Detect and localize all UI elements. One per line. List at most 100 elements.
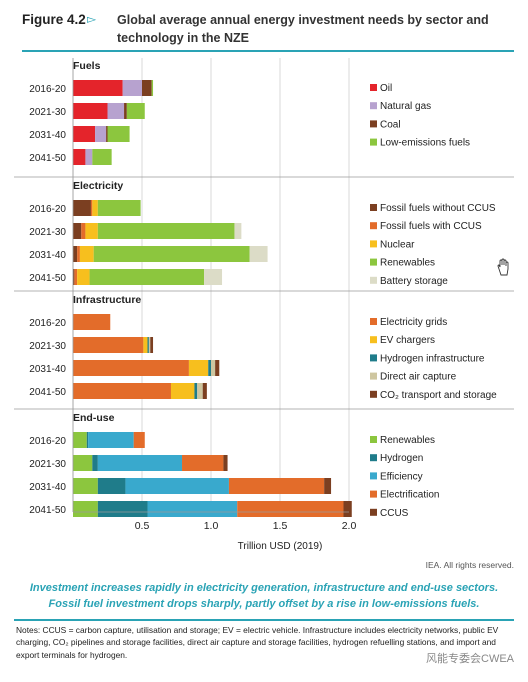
category-label: 2021-30 xyxy=(29,227,66,238)
stacked-bar-chart: Fuels 2016-20 2021-30 2031-40 2041-50 Oil Natu… xyxy=(14,58,514,552)
bar-segment xyxy=(73,360,189,376)
bar-segment xyxy=(77,269,90,285)
category-label: 2031-40 xyxy=(29,130,66,141)
bar-segment xyxy=(194,383,198,399)
x-axis-label: Trillion USD (2019) xyxy=(238,541,323,552)
bar-segment xyxy=(150,337,154,353)
legend-swatch xyxy=(370,84,377,91)
bar-segment xyxy=(85,223,98,239)
legend-swatch xyxy=(370,472,377,480)
legend-swatch xyxy=(370,354,377,362)
bar-segment xyxy=(90,200,93,216)
bar-segment xyxy=(107,126,130,142)
bar-segment xyxy=(106,126,108,142)
bar-segment xyxy=(228,478,325,494)
legend-entry: CO₂ transport and storage xyxy=(380,390,497,401)
legend-swatch xyxy=(370,454,377,462)
category-label: 2021-30 xyxy=(29,107,66,118)
panel-title: End-use xyxy=(73,412,115,424)
legend-swatch xyxy=(370,372,377,380)
bar-segment xyxy=(237,501,344,517)
category-label: 2041-50 xyxy=(29,153,66,164)
bar-segment xyxy=(73,80,123,96)
hand-cursor-icon xyxy=(496,258,512,276)
bar-segment xyxy=(97,478,126,494)
bar-segment xyxy=(97,223,235,239)
category-label: 2031-40 xyxy=(29,250,66,261)
category-label: 2041-50 xyxy=(29,387,66,398)
bar-segment xyxy=(343,501,352,517)
bar-segment xyxy=(97,501,148,517)
legend-entry: Coal xyxy=(380,119,401,130)
figure-title: Global average annual energy investment … xyxy=(117,13,489,45)
watermark: 风能专委会CWEA xyxy=(426,653,514,665)
legend-entry: Natural gas xyxy=(380,101,431,112)
legend-swatch xyxy=(370,318,377,325)
category-label: 2041-50 xyxy=(29,273,66,284)
bar-segment xyxy=(92,149,112,165)
bar-segment xyxy=(208,360,211,376)
bar-segment xyxy=(324,478,332,494)
bar-segment xyxy=(89,269,205,285)
bar-segment xyxy=(170,383,195,399)
bar-segment xyxy=(73,269,75,285)
legend-swatch xyxy=(370,222,377,230)
legend-swatch xyxy=(370,336,377,344)
bar-segment xyxy=(73,149,86,165)
bar-segment xyxy=(215,360,220,376)
legend-entry: EV chargers xyxy=(380,335,435,346)
x-tick-label: 2.0 xyxy=(342,520,357,532)
bar-segment xyxy=(147,337,149,353)
bar-segment xyxy=(73,455,93,471)
notes-divider xyxy=(14,619,514,621)
bar-segment xyxy=(73,337,144,353)
legend-swatch xyxy=(370,276,377,284)
bar-segment xyxy=(126,103,145,119)
category-label: 2021-30 xyxy=(29,459,66,470)
bar-segment xyxy=(73,383,171,399)
bar-segment xyxy=(73,314,111,330)
bar-segment xyxy=(93,246,250,262)
header-divider xyxy=(22,50,514,52)
bar-segment xyxy=(88,432,134,448)
legend-swatch xyxy=(370,508,377,516)
legend-entry: Oil xyxy=(380,83,392,94)
bar-segment xyxy=(81,223,86,239)
subtitle-line-1: Investment increases rapidly in electric… xyxy=(29,582,499,594)
bar-segment xyxy=(97,200,141,216)
legend-entry: Electrification xyxy=(380,490,439,501)
legend-entry: Fossil fuels without CCUS xyxy=(380,203,496,214)
bar-segment xyxy=(122,80,142,96)
legend-swatch xyxy=(370,436,377,443)
bar-segment xyxy=(204,269,223,285)
bar-segment xyxy=(74,269,78,285)
legend-entry: Hydrogen infrastructure xyxy=(380,353,485,364)
legend-swatch xyxy=(370,138,377,146)
bar-segment xyxy=(202,383,207,399)
bar-segment xyxy=(73,246,78,262)
legend-swatch xyxy=(370,120,377,128)
bar-segment xyxy=(142,80,152,96)
category-label: 2021-30 xyxy=(29,341,66,352)
legend-entry: Renewables xyxy=(380,258,435,269)
legend-swatch xyxy=(370,204,377,211)
x-tick-label: 0.5 xyxy=(135,520,150,532)
legend-entry: Low-emissions fuels xyxy=(380,138,470,149)
legend-entry: Electricity grids xyxy=(380,317,447,328)
category-label: 2016-20 xyxy=(29,84,66,95)
panel-title: Infrastructure xyxy=(73,294,141,306)
bar-segment xyxy=(133,432,145,448)
bar-segment xyxy=(73,478,98,494)
bar-segment xyxy=(95,126,107,142)
bar-segment xyxy=(147,501,238,517)
bar-segment xyxy=(223,455,228,471)
legend-entry: Battery storage xyxy=(380,276,448,287)
bar-segment xyxy=(73,103,108,119)
bar-segment xyxy=(97,455,183,471)
category-label: 2031-40 xyxy=(29,482,66,493)
legend-swatch xyxy=(370,390,377,398)
legend-entry: Fossil fuels with CCUS xyxy=(380,221,482,232)
bar-segment xyxy=(73,223,82,239)
bar-segment xyxy=(79,246,94,262)
bar-segment xyxy=(73,432,87,448)
